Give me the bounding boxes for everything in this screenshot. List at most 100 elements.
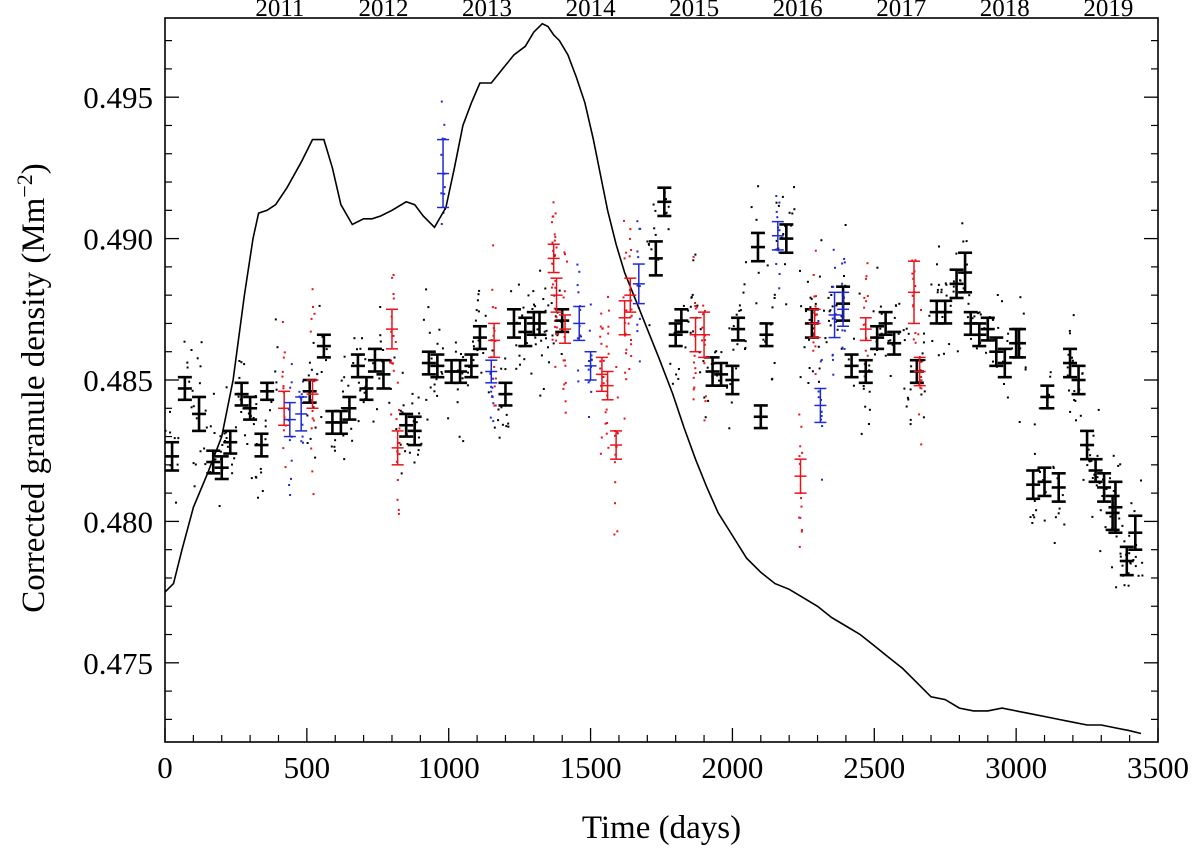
- red-scatter-point: [694, 307, 697, 310]
- black-scatter-point: [1089, 454, 1092, 457]
- red-scatter-point: [815, 295, 817, 298]
- black-scatter-point: [889, 339, 892, 342]
- black-scatter-point: [1052, 465, 1055, 468]
- year-label: 2018: [980, 0, 1030, 22]
- blue-scatter-point: [443, 123, 446, 126]
- black-scatter-point: [799, 269, 801, 272]
- black-data-point: [1119, 545, 1134, 577]
- blue-scatter-point: [636, 220, 639, 223]
- black-scatter-point: [1109, 515, 1112, 518]
- red-scatter-point: [493, 404, 496, 407]
- black-scatter-point: [531, 308, 534, 310]
- black-scatter-point: [237, 395, 240, 398]
- black-scatter-point: [1128, 552, 1131, 555]
- black-scatter-point: [433, 390, 436, 393]
- black-scatter-point: [930, 283, 933, 286]
- blue-scatter-point: [778, 229, 781, 232]
- black-data-point: [1097, 472, 1112, 503]
- red-scatter-point: [613, 533, 616, 536]
- black-scatter-point: [353, 337, 356, 340]
- black-scatter-point: [204, 463, 207, 466]
- black-scatter-point: [225, 386, 228, 389]
- blue-scatter-point: [636, 284, 639, 287]
- blue-scatter-point: [489, 372, 492, 375]
- black-data-point: [206, 449, 221, 475]
- blue-scatter-point: [576, 337, 579, 340]
- y-tick-label: 0.480: [83, 504, 153, 539]
- black-scatter-point: [840, 347, 843, 350]
- red-scatter-point: [814, 345, 817, 348]
- blue-scatter-point: [443, 192, 446, 195]
- black-data-point: [342, 395, 357, 421]
- black-scatter-point: [844, 224, 847, 226]
- blue-data-point: [771, 220, 784, 251]
- red-scatter-point: [555, 333, 558, 336]
- black-scatter-point: [858, 292, 861, 295]
- red-scatter-point: [396, 381, 399, 384]
- red-scatter-point: [551, 262, 554, 265]
- blue-scatter-point: [587, 381, 590, 384]
- blue-scatter-point: [831, 354, 834, 357]
- black-scatter-point: [818, 275, 821, 278]
- red-scatter-point: [694, 302, 697, 304]
- black-scatter-point: [906, 396, 909, 399]
- blue-scatter-point: [637, 256, 640, 259]
- red-data-point: [547, 243, 560, 274]
- black-scatter-point: [1099, 509, 1102, 512]
- black-scatter-point: [694, 253, 697, 256]
- black-scatter-point: [192, 405, 195, 408]
- black-scatter-point: [382, 349, 385, 351]
- black-scatter-point: [255, 403, 258, 406]
- blue-scatter-point: [820, 359, 823, 361]
- black-scatter-point: [435, 378, 438, 381]
- red-scatter-point: [554, 279, 557, 282]
- black-scatter-point: [938, 245, 940, 248]
- black-scatter-point: [992, 360, 994, 363]
- blue-scatter-point: [821, 425, 824, 427]
- black-scatter-point: [378, 377, 381, 380]
- red-scatter-point: [554, 325, 557, 328]
- black-scatter-point: [209, 425, 212, 428]
- blue-scatter-point: [443, 186, 446, 189]
- black-scatter-point: [732, 348, 735, 351]
- black-scatter-point: [244, 434, 246, 437]
- black-scatter-point: [823, 309, 825, 312]
- black-scatter-point: [430, 357, 433, 360]
- red-scatter-point: [625, 378, 628, 381]
- blue-scatter-point: [290, 459, 293, 462]
- black-scatter-point: [1121, 564, 1124, 567]
- black-scatter-point: [1140, 479, 1142, 482]
- black-data-point: [887, 330, 902, 356]
- blue-scatter-point: [775, 210, 778, 213]
- black-scatter-point: [1052, 467, 1055, 469]
- black-scatter-point: [757, 271, 760, 274]
- black-scatter-point: [1115, 586, 1118, 589]
- red-data-point: [550, 277, 563, 313]
- red-scatter-point: [692, 376, 695, 379]
- black-scatter-point: [1118, 517, 1121, 520]
- black-scatter-point: [903, 387, 906, 390]
- black-data-point: [192, 395, 207, 433]
- black-scatter-point: [233, 457, 236, 460]
- black-scatter-point: [1112, 454, 1115, 457]
- black-scatter-point: [1073, 390, 1076, 393]
- black-scatter-point: [441, 372, 444, 375]
- black-scatter-point: [472, 359, 475, 362]
- black-scatter-point: [427, 306, 430, 309]
- black-scatter-point: [905, 327, 908, 330]
- black-scatter-point: [340, 407, 343, 409]
- blue-scatter-point: [491, 386, 494, 389]
- red-scatter-point: [282, 429, 285, 432]
- black-scatter-point: [715, 350, 718, 353]
- black-scatter-point: [931, 340, 934, 342]
- black-scatter-point: [1067, 353, 1070, 356]
- black-scatter-point: [379, 306, 382, 308]
- red-data-point: [601, 370, 614, 401]
- black-data-point: [714, 361, 729, 387]
- black-scatter-point: [497, 408, 500, 411]
- black-scatter-point: [504, 368, 507, 371]
- black-scatter-point: [852, 384, 855, 387]
- black-scatter-point: [996, 294, 999, 296]
- red-scatter-point: [920, 360, 923, 363]
- black-scatter-point: [192, 462, 195, 465]
